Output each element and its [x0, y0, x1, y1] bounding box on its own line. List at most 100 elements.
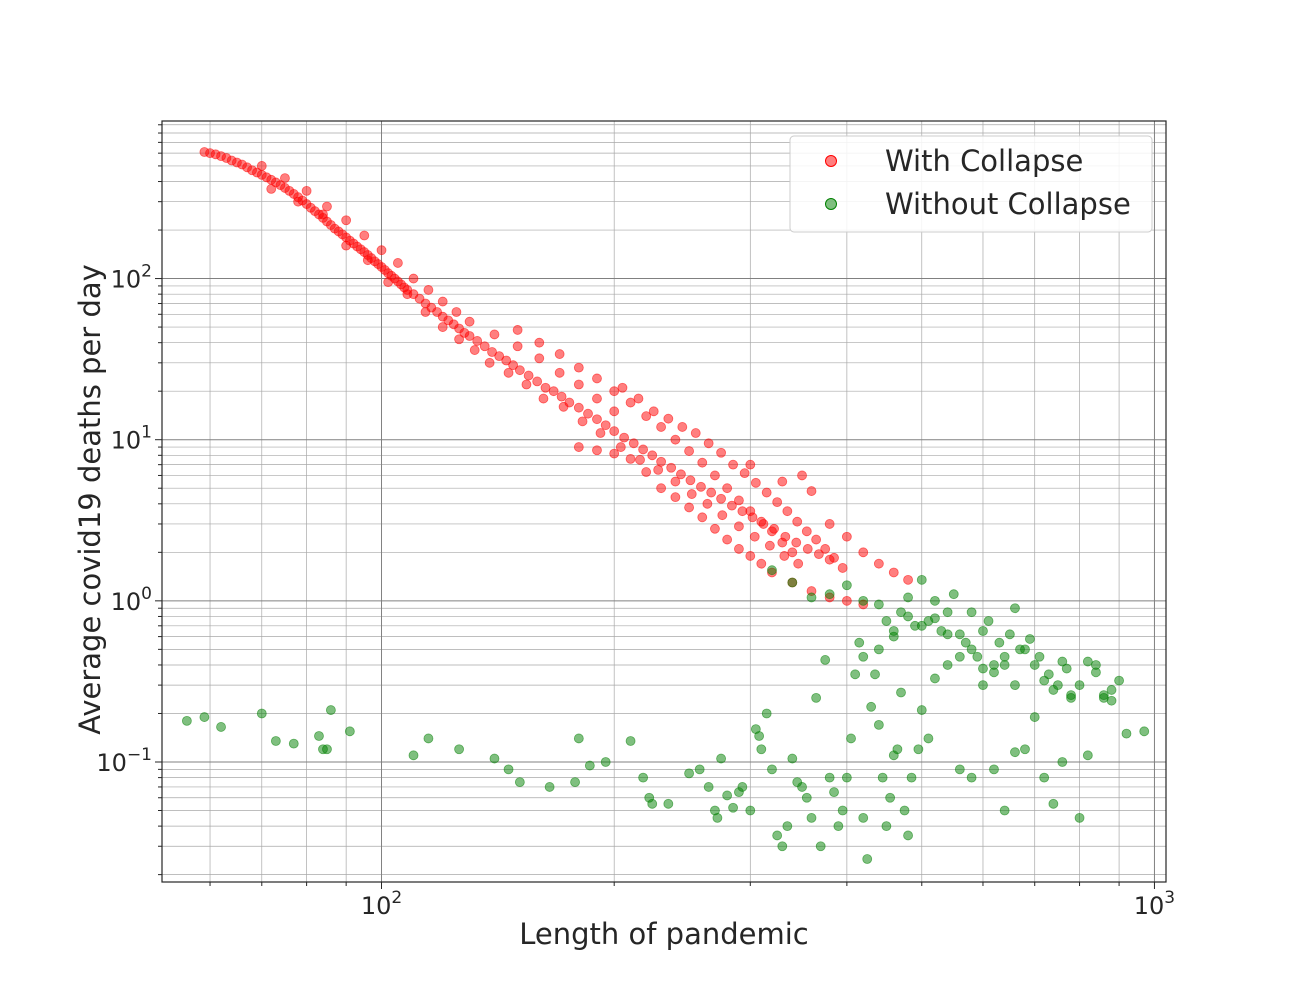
point-without-collapse	[270, 736, 281, 746]
point-without-collapse	[942, 629, 953, 640]
point-without-collapse	[877, 772, 888, 783]
point-without-collapse	[989, 667, 999, 678]
point-without-collapse	[1121, 728, 1132, 739]
point-without-collapse	[815, 841, 826, 852]
point-without-collapse	[1074, 680, 1085, 691]
point-with-collapse	[641, 467, 652, 477]
point-with-collapse	[727, 500, 737, 511]
point-with-collapse	[635, 454, 645, 465]
y-tick-label: 101	[111, 423, 152, 455]
point-without-collapse	[1029, 712, 1040, 722]
point-without-collapse	[737, 782, 748, 792]
point-with-collapse	[540, 382, 551, 393]
point-with-collapse	[706, 487, 717, 498]
point-with-collapse	[728, 459, 738, 470]
point-without-collapse	[858, 595, 869, 606]
point-with-collapse	[750, 477, 761, 488]
point-with-collapse	[619, 432, 630, 443]
point-with-collapse	[592, 393, 602, 404]
point-with-collapse	[464, 331, 475, 341]
point-with-collapse	[722, 534, 733, 545]
point-with-collapse	[792, 516, 803, 527]
point-without-collapse	[573, 733, 584, 744]
point-with-collapse	[558, 401, 569, 412]
y-axis-label: Average covid19 deaths per day	[73, 264, 107, 735]
point-with-collapse	[684, 502, 694, 513]
point-without-collapse	[942, 607, 953, 618]
point-without-collapse	[989, 764, 999, 775]
point-without-collapse	[954, 764, 965, 775]
point-with-collapse	[641, 411, 652, 422]
point-with-collapse	[638, 444, 649, 455]
point-without-collapse	[787, 753, 798, 764]
point-with-collapse	[625, 454, 636, 464]
point-without-collapse	[966, 607, 977, 618]
point-with-collapse	[322, 201, 332, 212]
y-tick-label: 10−1	[96, 745, 152, 777]
point-without-collapse	[1048, 798, 1059, 809]
axis-ticks	[155, 124, 1155, 889]
point-with-collapse	[745, 551, 756, 561]
point-without-collapse	[1098, 690, 1109, 701]
point-with-collapse	[573, 402, 584, 413]
point-without-collapse	[638, 772, 649, 783]
point-without-collapse	[806, 812, 817, 823]
point-with-collapse	[512, 325, 523, 335]
point-with-collapse	[548, 386, 559, 397]
point-without-collapse	[854, 637, 865, 648]
point-with-collapse	[670, 476, 681, 487]
point-with-collapse	[554, 349, 565, 359]
point-without-collapse	[684, 768, 694, 779]
point-without-collapse	[978, 626, 988, 636]
point-with-collapse	[423, 285, 434, 295]
point-with-collapse	[341, 240, 352, 251]
point-without-collapse	[896, 687, 906, 698]
point-without-collapse	[1091, 667, 1101, 678]
point-with-collapse	[534, 353, 545, 364]
point-without-collapse	[1082, 656, 1093, 667]
minor-grid	[162, 121, 1166, 882]
point-without-collapse	[1010, 747, 1020, 758]
point-with-collapse	[508, 360, 519, 371]
point-without-collapse	[544, 782, 555, 792]
point-with-collapse	[813, 549, 824, 560]
y-tick-label: 102	[111, 262, 152, 294]
point-with-collapse	[697, 457, 708, 468]
point-without-collapse	[663, 798, 674, 809]
point-without-collapse	[858, 651, 869, 662]
x-axis-label: Length of pandemic	[519, 917, 808, 951]
point-without-collapse	[408, 750, 419, 761]
point-with-collapse	[745, 506, 756, 517]
point-with-collapse	[617, 382, 628, 393]
point-without-collapse	[1082, 750, 1093, 761]
point-with-collapse	[903, 574, 913, 585]
point-with-collapse	[829, 552, 839, 563]
point-without-collapse	[873, 719, 884, 730]
point-without-collapse	[841, 772, 852, 783]
point-with-collapse	[556, 391, 567, 402]
point-with-collapse	[318, 209, 328, 220]
point-with-collapse	[703, 438, 714, 449]
point-without-collapse	[881, 616, 892, 626]
point-with-collapse	[745, 459, 756, 470]
point-without-collapse	[454, 744, 464, 755]
point-with-collapse	[837, 563, 848, 573]
point-with-collapse	[806, 486, 817, 496]
point-without-collapse	[903, 611, 913, 622]
point-without-collapse	[647, 798, 658, 809]
point-with-collapse	[734, 544, 744, 554]
point-without-collapse	[503, 764, 514, 775]
point-without-collapse	[787, 577, 798, 588]
point-without-collapse	[782, 821, 793, 832]
point-with-collapse	[873, 558, 884, 569]
point-with-collapse	[609, 386, 620, 397]
point-without-collapse	[722, 790, 733, 801]
point-without-collapse	[1114, 675, 1124, 686]
data-points	[181, 147, 1150, 864]
point-with-collapse	[696, 481, 706, 492]
point-with-collapse	[666, 462, 677, 473]
point-with-collapse	[408, 273, 419, 284]
point-without-collapse	[1034, 651, 1045, 662]
point-without-collapse	[850, 669, 861, 680]
